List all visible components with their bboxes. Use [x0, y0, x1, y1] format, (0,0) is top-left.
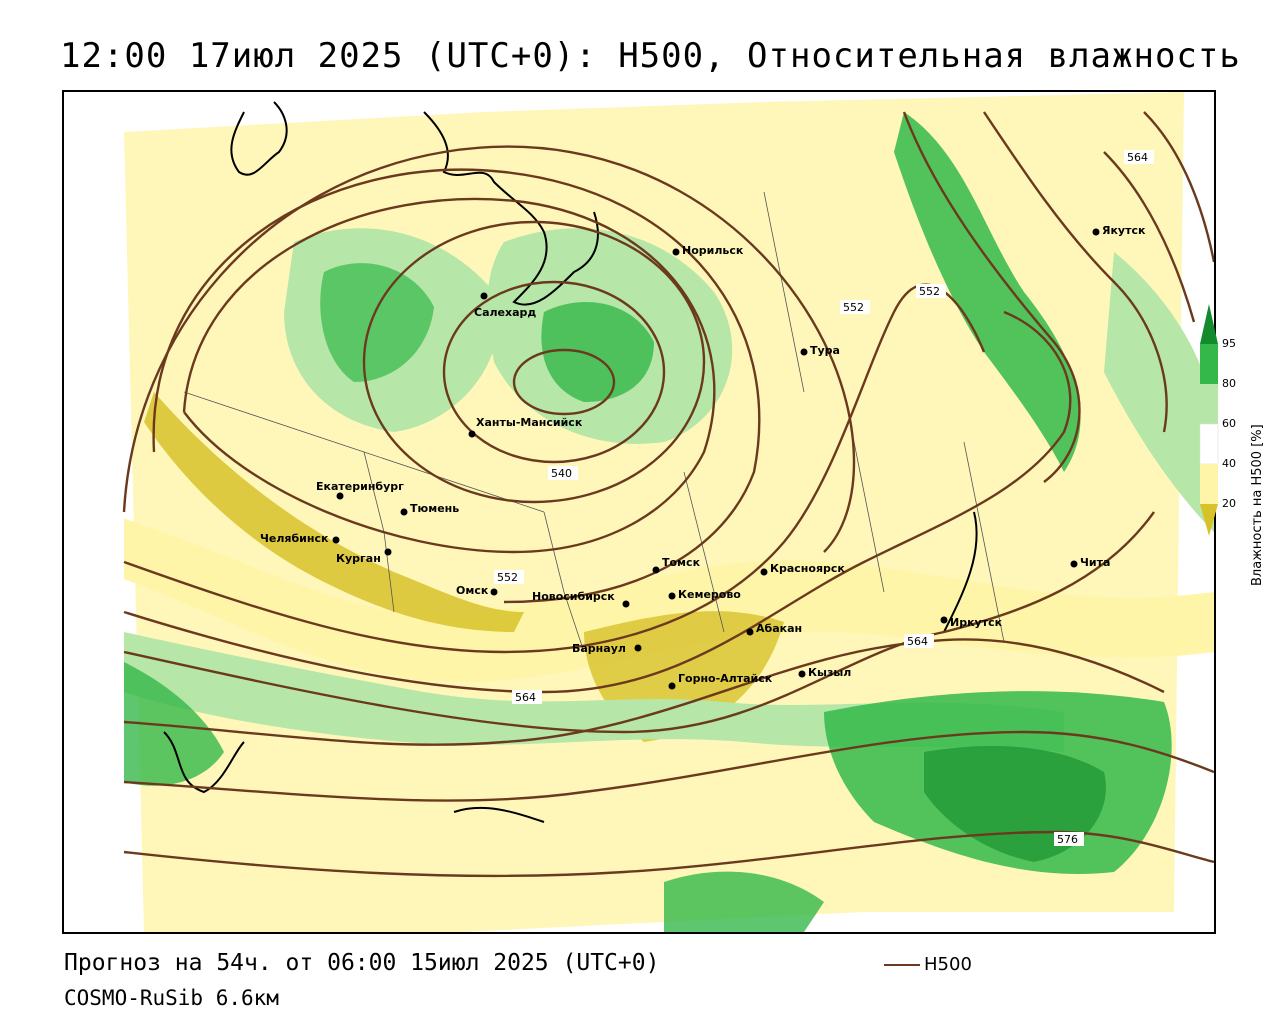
city-yakutsk: Якутск — [1092, 224, 1146, 237]
model-name: COSMO-RuSib 6.6км — [64, 986, 279, 1010]
svg-text:576: 576 — [1057, 833, 1078, 846]
city-omsk: Омск — [456, 584, 498, 597]
contour-label-564-w: 564 — [512, 690, 542, 704]
city-norilsk: Норильск — [672, 244, 744, 257]
colorbar-tick-80: 80 — [1222, 377, 1236, 390]
coastlines — [163, 101, 978, 823]
colorbar-tick-20: 20 — [1222, 497, 1236, 510]
svg-text:Якутск: Якутск — [1102, 224, 1146, 237]
svg-text:552: 552 — [497, 571, 518, 584]
map-panel: 564 552 552 540 552 564 564 576 Норильск… — [62, 90, 1216, 934]
contour-label-564-ne: 564 — [1124, 150, 1154, 164]
svg-text:Кызыл: Кызыл — [808, 666, 851, 679]
city-chita: Чита — [1070, 556, 1110, 569]
contour-labels: 564 552 552 540 552 564 564 576 — [494, 150, 1154, 846]
svg-text:564: 564 — [907, 635, 928, 648]
contour-label-564-c: 564 — [904, 634, 934, 648]
svg-text:Барнаул: Барнаул — [572, 642, 626, 655]
city-tura: Тура — [800, 344, 840, 357]
svg-text:Тюмень: Тюмень — [410, 502, 459, 515]
colorbar-tick-40: 40 — [1222, 457, 1236, 470]
svg-text:Норильск: Норильск — [682, 244, 744, 257]
forecast-info: Прогноз на 54ч. от 06:00 15июл 2025 (UTC… — [64, 950, 660, 976]
svg-text:Томск: Томск — [662, 556, 701, 569]
colorbar-tick-95: 95 — [1222, 337, 1236, 350]
city-kurgan: Курган — [336, 548, 392, 565]
colorbar-60 — [1200, 384, 1218, 424]
svg-text:564: 564 — [515, 691, 536, 704]
city-khanty-mansiysk: Ханты-Мансийск — [468, 416, 583, 438]
humidity-colorbar — [1199, 304, 1219, 536]
city-kemerovo: Кемерово — [668, 588, 741, 601]
colorbar-0 — [1200, 504, 1218, 536]
colorbar-40 — [1199, 423, 1219, 465]
svg-text:Тура: Тура — [810, 344, 840, 357]
svg-text:Красноярск: Красноярск — [770, 562, 845, 575]
city-irkutsk: Иркутск — [940, 616, 1003, 629]
svg-text:Горно-Алтайск: Горно-Алтайск — [678, 672, 773, 685]
contour-label-552-n: 552 — [840, 300, 870, 314]
svg-text:Салехард: Салехард — [474, 306, 536, 319]
colorbar-title: Влажность на H500 [%] — [1250, 424, 1265, 586]
svg-text:Абакан: Абакан — [756, 622, 802, 635]
city-tomsk: Томск — [652, 556, 701, 574]
contour-label-552-w: 552 — [494, 570, 524, 584]
svg-text:552: 552 — [843, 301, 864, 314]
svg-text:Иркутск: Иркутск — [950, 616, 1003, 629]
colorbar-tick-60: 60 — [1222, 417, 1236, 430]
cities: Норильск Якутск Салехард Тура Ханты-Манс… — [260, 224, 1146, 690]
city-novosibirsk: Новосибирск — [532, 590, 630, 608]
city-abakan: Абакан — [746, 622, 802, 636]
svg-text:552: 552 — [919, 285, 940, 298]
h500-contours — [122, 111, 1214, 878]
city-gorno-altaysk: Горно-Алтайск — [668, 672, 773, 690]
colorbar-20 — [1200, 464, 1218, 504]
svg-text:Омск: Омск — [456, 584, 489, 597]
svg-text:Чита: Чита — [1080, 556, 1110, 569]
humidity-field — [64, 92, 1214, 932]
contour-label-576: 576 — [1054, 832, 1084, 846]
colorbar-95 — [1200, 304, 1218, 344]
contour-label-540: 540 — [548, 466, 578, 480]
city-yekaterinburg: Екатеринбург — [316, 480, 404, 500]
svg-text:564: 564 — [1127, 151, 1148, 164]
contour-label-552-ne: 552 — [916, 284, 946, 298]
svg-text:Новосибирск: Новосибирск — [532, 590, 615, 603]
city-barnaul: Барнаул — [572, 642, 642, 655]
city-salekhard: Салехард — [474, 292, 536, 319]
h500-legend-line — [884, 964, 920, 966]
map-svg: 564 552 552 540 552 564 564 576 Норильск… — [64, 92, 1214, 932]
city-tyumen: Тюмень — [400, 502, 459, 516]
svg-text:Челябинск: Челябинск — [260, 532, 329, 545]
map-title: 12:00 17июл 2025 (UTC+0): H500, Относите… — [60, 36, 1241, 76]
svg-text:540: 540 — [551, 467, 572, 480]
svg-text:Кемерово: Кемерово — [678, 588, 741, 601]
city-krasnoyarsk: Красноярск — [760, 562, 845, 576]
svg-text:Курган: Курган — [336, 552, 381, 565]
city-kyzyl: Кызыл — [798, 666, 851, 679]
svg-text:Ханты-Мансийск: Ханты-Мансийск — [476, 416, 583, 429]
svg-text:Екатеринбург: Екатеринбург — [316, 480, 404, 493]
city-chelyabinsk: Челябинск — [260, 532, 340, 545]
h500-legend-label: H500 — [924, 954, 972, 975]
colorbar-80 — [1200, 344, 1218, 384]
